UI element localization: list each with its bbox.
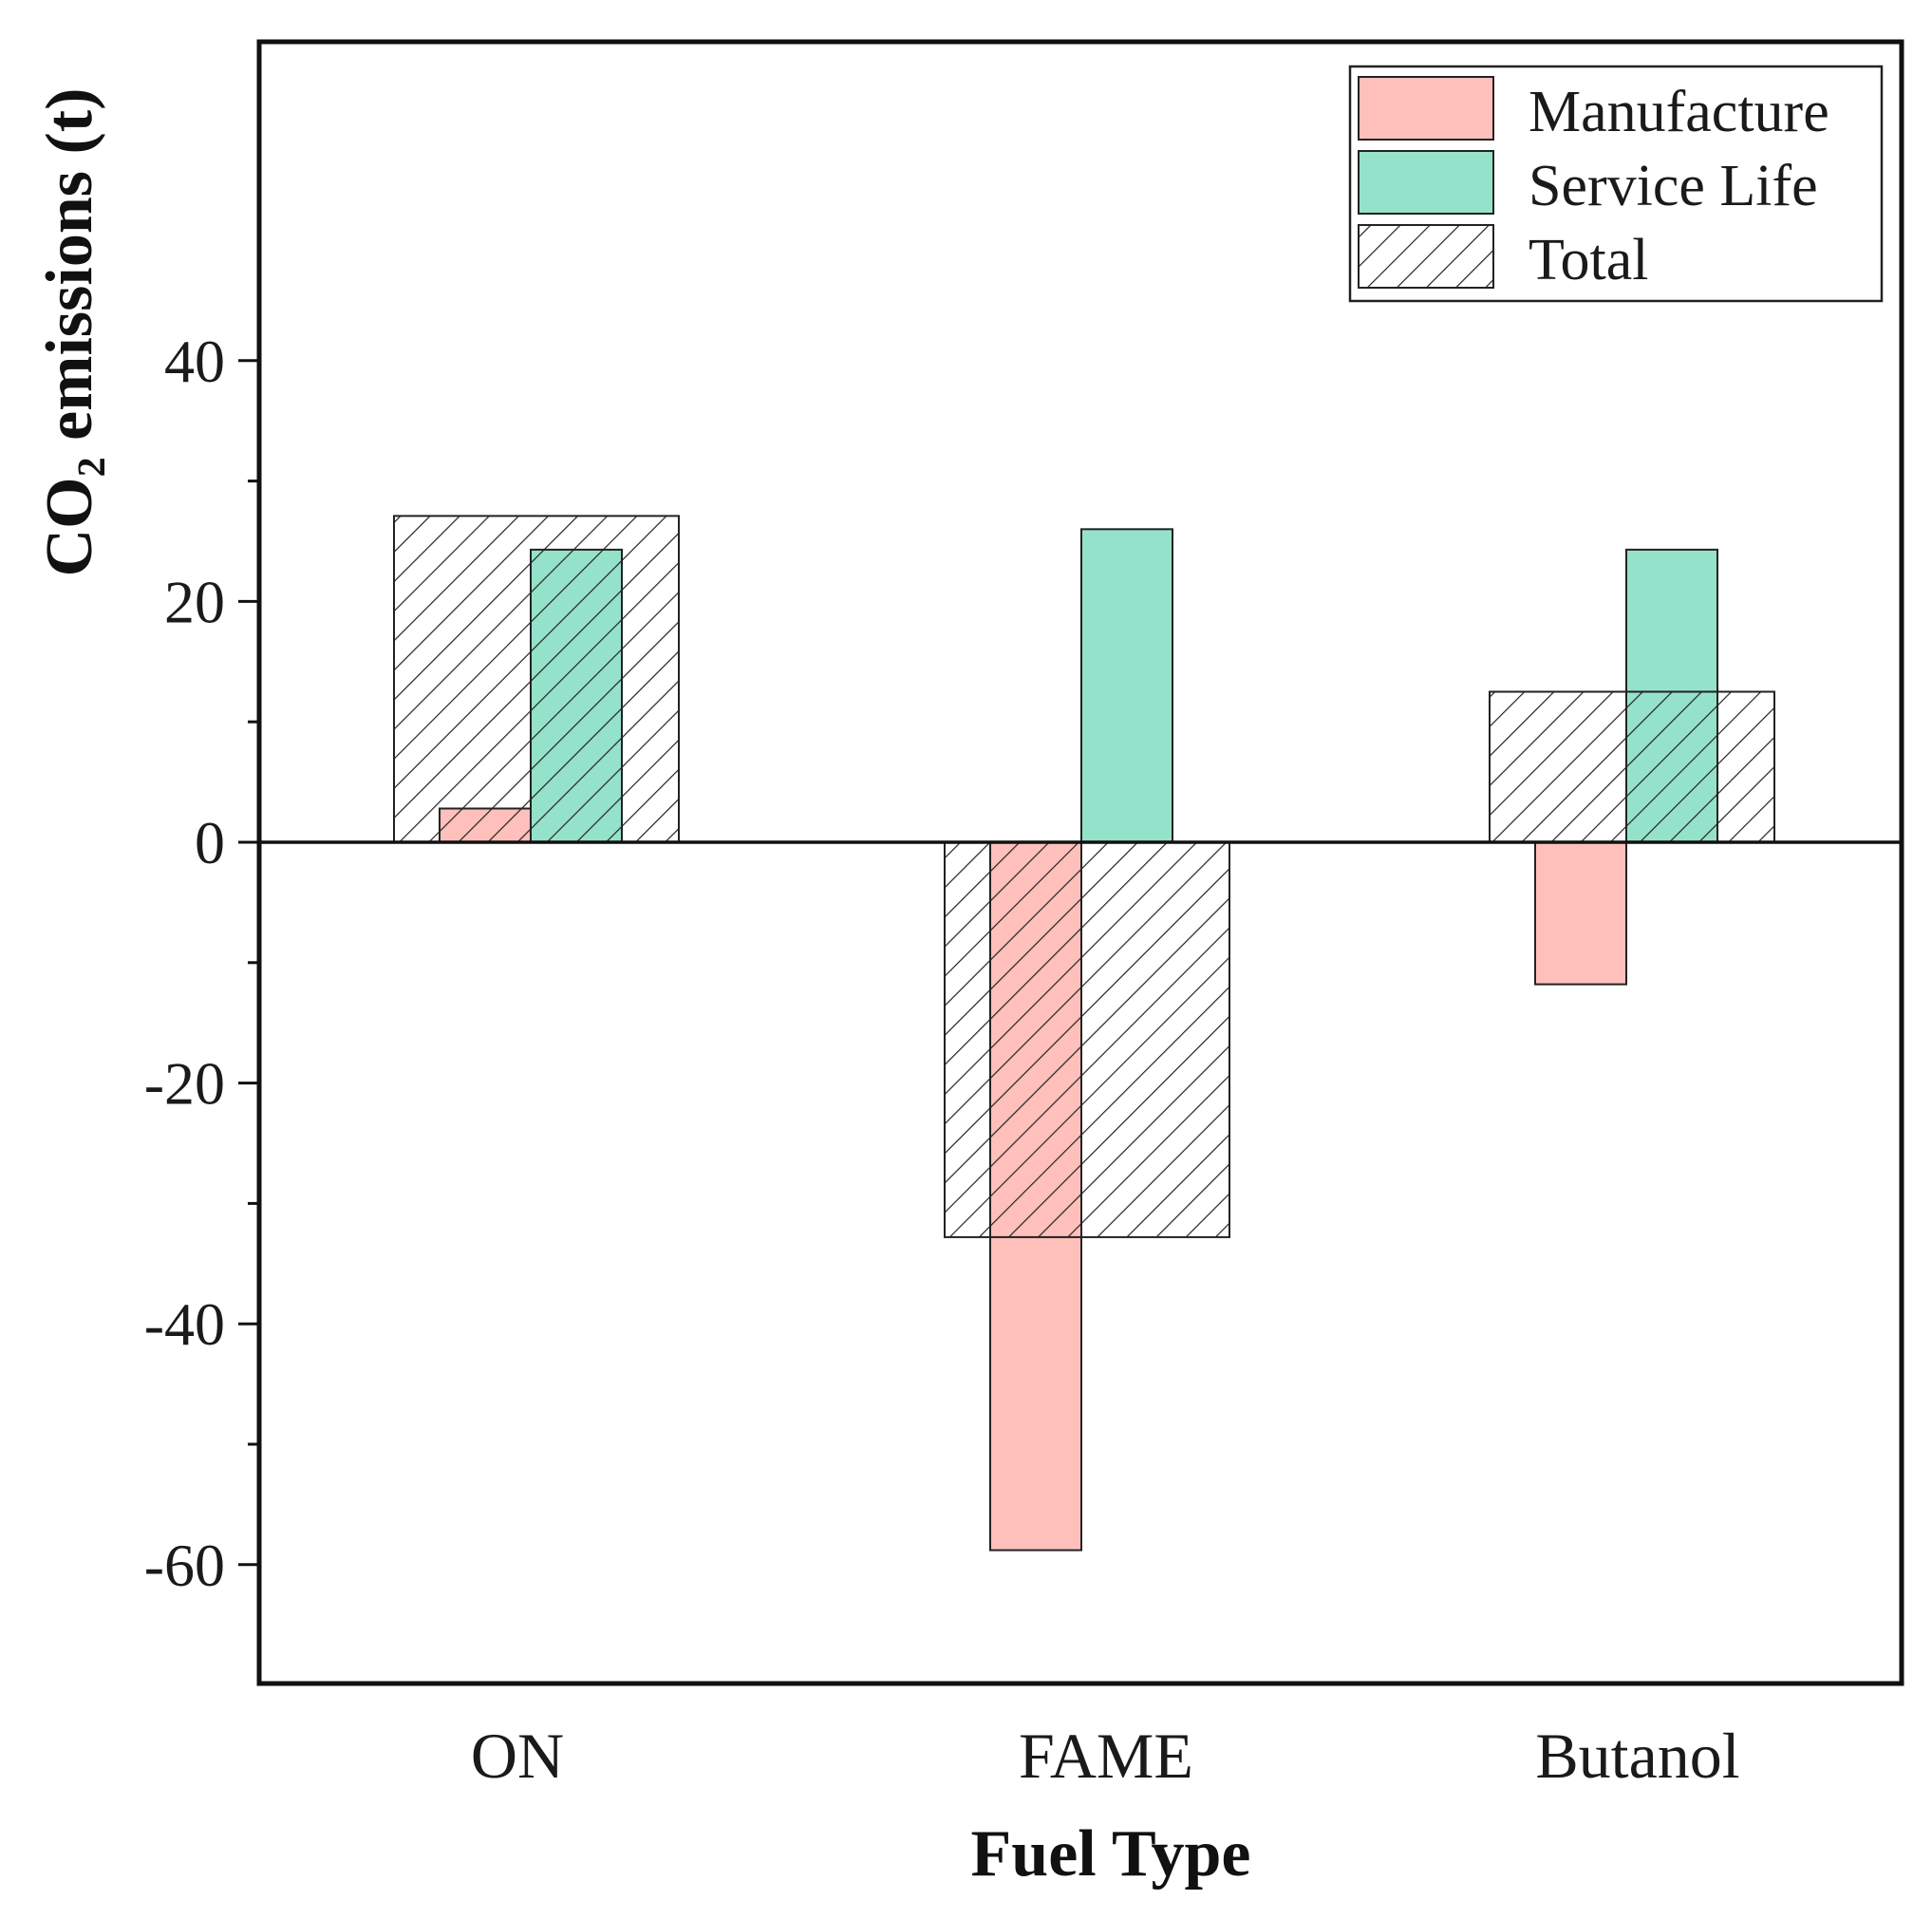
bar-total-butanol (1489, 690, 1775, 843)
bars-group (259, 515, 1902, 1552)
bar-service-life-fame (1080, 528, 1173, 843)
x-axis: ON FAME Butanol (471, 1720, 1740, 1792)
y-tick-label: -20 (144, 1050, 225, 1118)
bar-total-on (393, 515, 680, 843)
legend-swatch-service-life (1358, 150, 1494, 215)
bar-manufacture-butanol (1534, 841, 1627, 986)
y-axis: -60 -40 -20 0 20 40 (144, 328, 259, 1599)
legend-label-total: Total (1529, 228, 1649, 292)
x-tick-label-fame: FAME (1019, 1720, 1193, 1792)
legend-swatch-manufacture (1358, 76, 1494, 141)
legend-label-manufacture: Manufacture (1529, 80, 1829, 144)
plot-frame (256, 39, 1904, 1686)
y-tick-label: -40 (144, 1290, 225, 1358)
y-tick-label: 20 (164, 568, 225, 635)
y-axis-title: CO₂ emissions (t) (33, 88, 106, 577)
x-tick-label-butanol: Butanol (1535, 1720, 1739, 1792)
x-axis-title: Fuel Type (971, 1817, 1251, 1891)
y-tick-label: -60 (144, 1532, 225, 1599)
y-tick-label: 0 (195, 809, 225, 876)
legend-swatch-total (1358, 224, 1494, 289)
legend-label-service-life: Service Life (1529, 154, 1818, 218)
legend: Manufacture Service Life Total (1348, 65, 1884, 303)
x-tick-label-on: ON (471, 1720, 564, 1792)
bar-total-fame (944, 841, 1230, 1238)
y-tick-label: 40 (164, 328, 225, 395)
